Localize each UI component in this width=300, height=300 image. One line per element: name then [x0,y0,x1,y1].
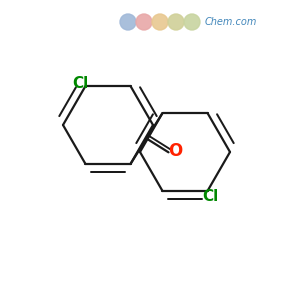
Circle shape [120,14,136,30]
Text: Cl: Cl [202,190,219,205]
Circle shape [136,14,152,30]
Text: Cl: Cl [72,76,88,91]
Text: Chem.com: Chem.com [205,17,257,27]
Circle shape [184,14,200,30]
Text: O: O [168,142,183,160]
Circle shape [152,14,168,30]
Circle shape [168,14,184,30]
